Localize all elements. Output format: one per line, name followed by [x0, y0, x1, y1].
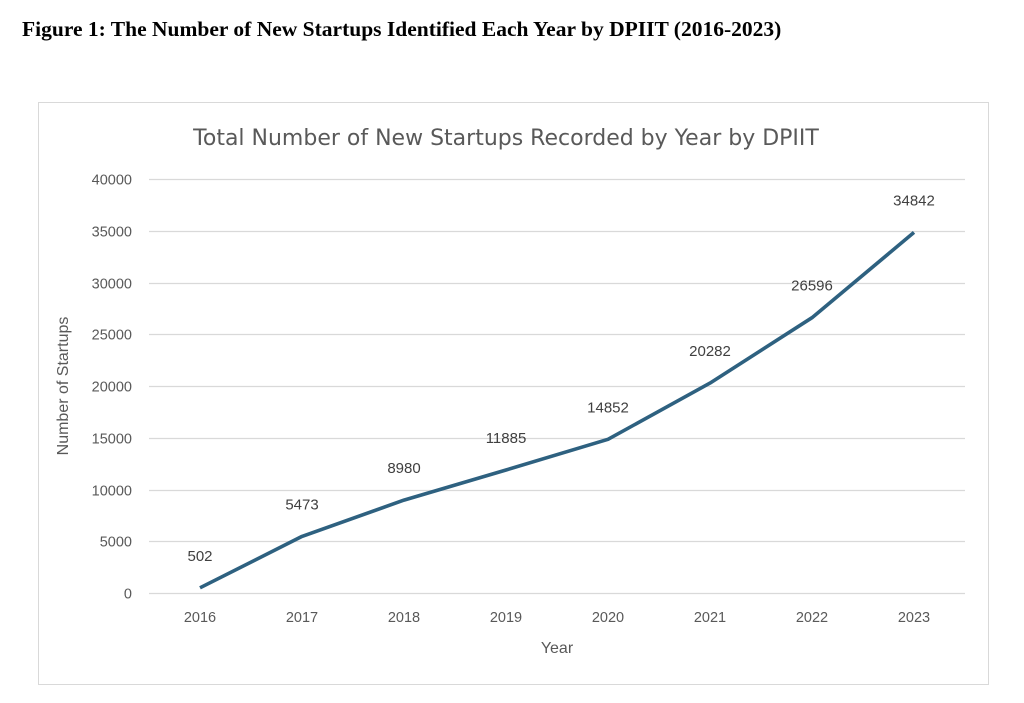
- x-tick-label: 2020: [592, 610, 624, 626]
- x-tick-label: 2023: [898, 610, 930, 626]
- data-label: 26596: [791, 278, 833, 295]
- x-tick-label: 2022: [796, 610, 828, 626]
- y-tick-label: 40000: [92, 173, 132, 189]
- y-tick-label: 30000: [92, 277, 132, 293]
- data-labels: 502 5473 8980 11885 14852 20282 26596 34842: [187, 192, 934, 564]
- series-line: [199, 231, 916, 590]
- y-tick-label: 20000: [92, 380, 132, 396]
- y-tick-label: 5000: [100, 535, 132, 551]
- figure-caption: Figure 1: The Number of New Startups Ide…: [22, 17, 782, 41]
- gridlines: [149, 178, 965, 595]
- data-label: 34842: [893, 192, 935, 209]
- data-label: 14852: [587, 399, 629, 416]
- chart-title: Total Number of New Startups Recorded by…: [192, 126, 819, 151]
- x-tick-label: 2021: [694, 610, 726, 626]
- x-tick-label: 2016: [184, 610, 216, 626]
- data-label: 20282: [689, 343, 731, 360]
- y-tick-label: 0: [124, 587, 132, 603]
- y-axis-ticks: 0 5000 10000 15000 20000 25000 30000 35000 40000: [92, 173, 132, 603]
- data-label: 11885: [486, 430, 527, 447]
- y-tick-label: 25000: [92, 328, 132, 344]
- data-label: 502: [187, 548, 212, 565]
- data-label: 5473: [285, 496, 318, 513]
- y-tick-label: 10000: [92, 484, 132, 500]
- chart-frame: [38, 102, 989, 685]
- y-axis-title: Number of Startups: [55, 317, 72, 456]
- x-tick-label: 2017: [286, 610, 318, 626]
- series-group: [199, 231, 916, 590]
- x-axis-ticks: 2016 2017 2018 2019 2020 2021 2022 2023: [184, 610, 930, 626]
- y-tick-label: 35000: [92, 225, 132, 241]
- data-label: 8980: [387, 460, 420, 477]
- x-axis-title: Year: [541, 640, 574, 657]
- x-tick-label: 2019: [490, 610, 522, 626]
- y-tick-label: 15000: [92, 432, 132, 448]
- x-tick-label: 2018: [388, 610, 420, 626]
